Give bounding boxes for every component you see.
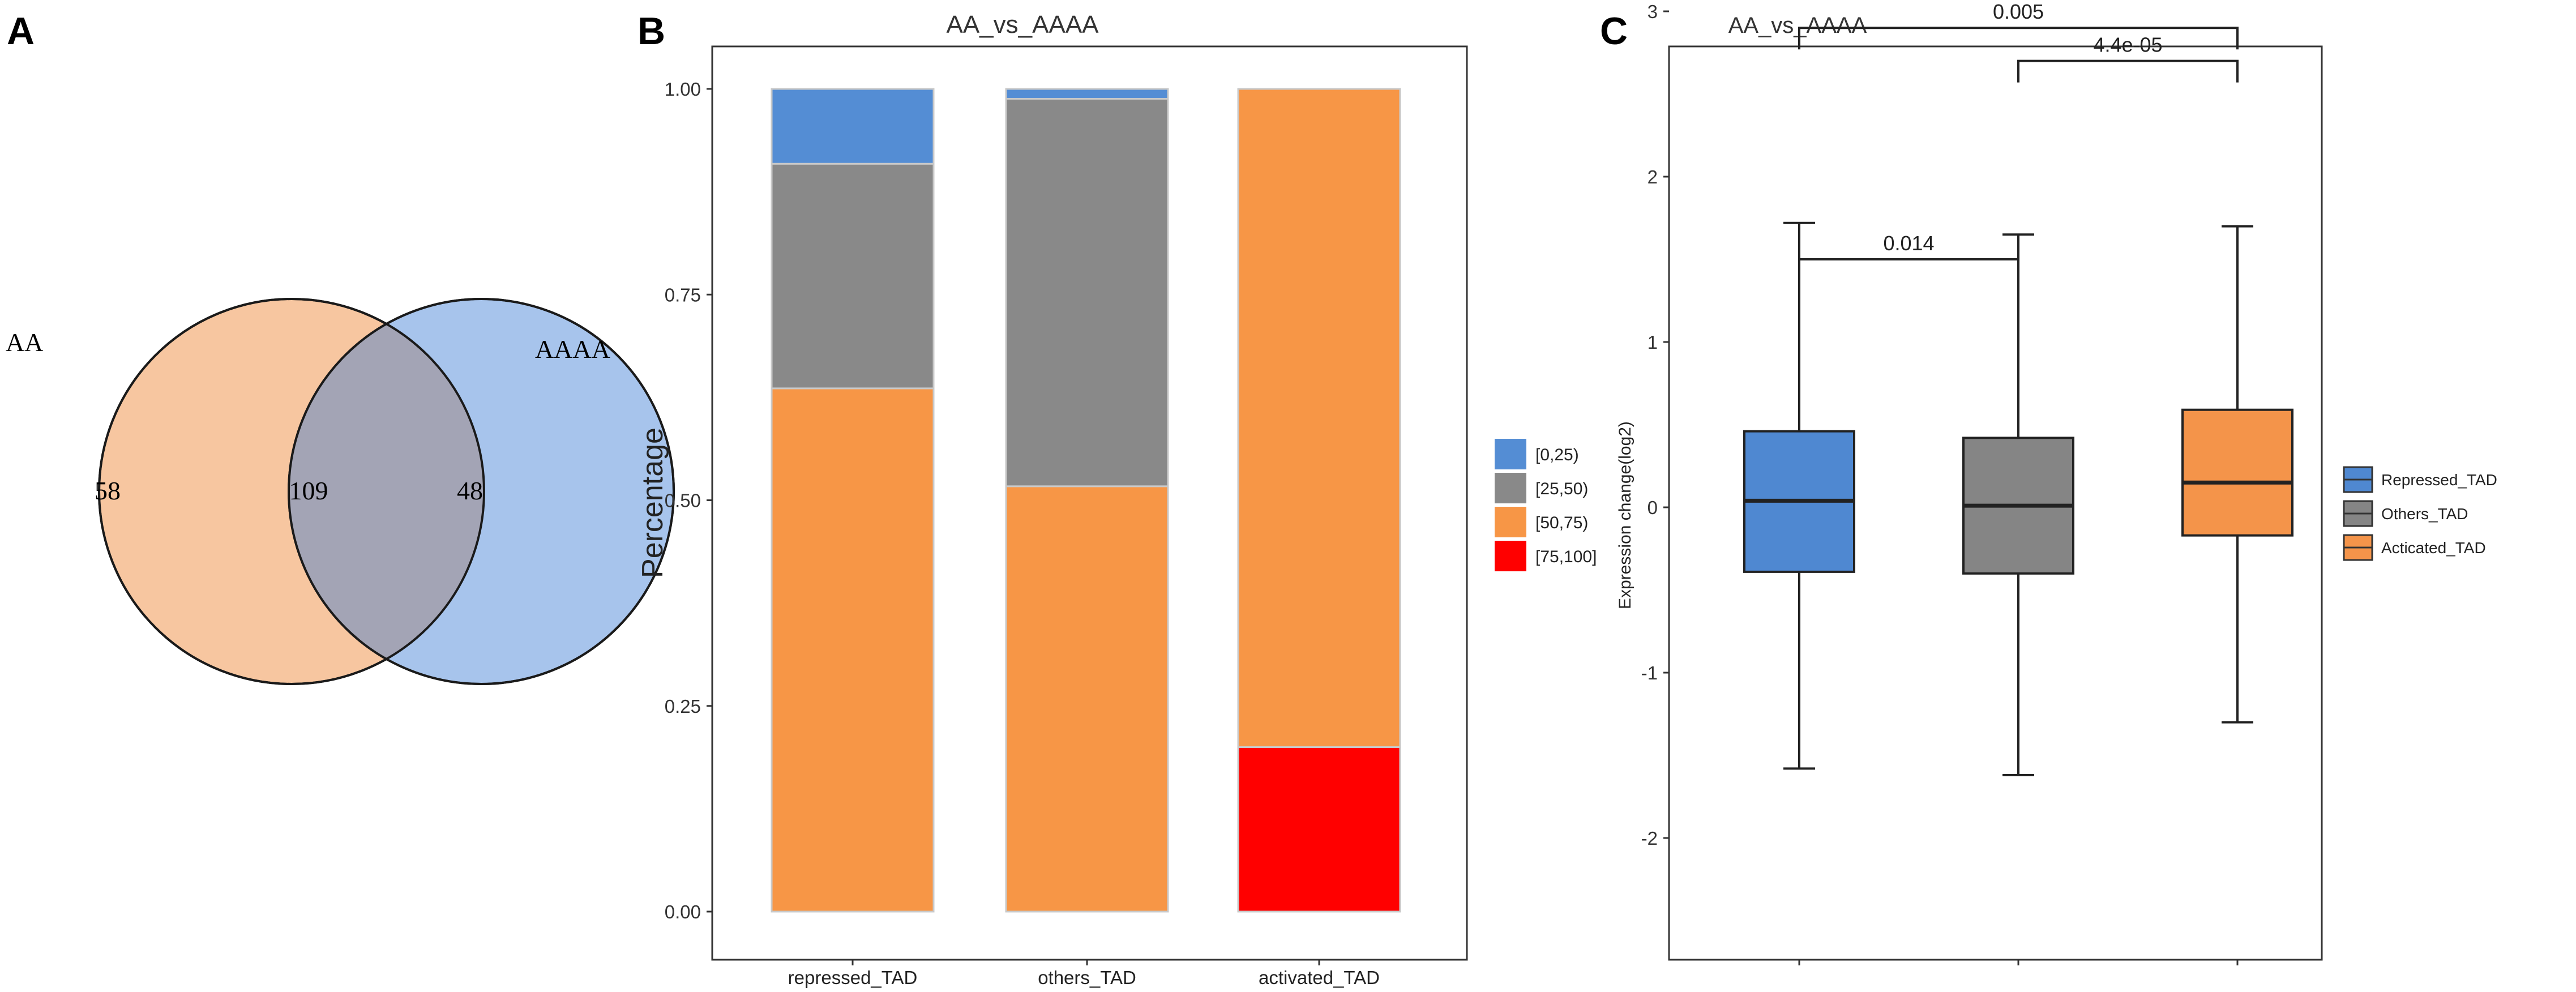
bar-legend-label-50-75: [50,75) xyxy=(1535,514,1588,532)
box-legend: Repressed_TAD Others_TAD Acticated_TAD xyxy=(2343,466,2497,561)
bar-x-axis: repressed_TAD others_TAD activated_TAD xyxy=(788,960,1380,988)
bar-x-label-repressed-tad: repressed_TAD xyxy=(788,967,918,988)
box-marks xyxy=(1743,221,2293,777)
bar-y-tick-label: 0.25 xyxy=(665,696,701,717)
bar-segment-others-tad-50-75 xyxy=(1005,485,1169,913)
bar-y-tick-label: 1.00 xyxy=(665,79,701,100)
venn-overlap-region xyxy=(289,299,484,684)
bar-segment-others-tad-0-25 xyxy=(1005,88,1169,100)
bar-y-tick-label: 0.00 xyxy=(665,901,701,922)
box-y-tick-label: 2 xyxy=(1648,166,1658,187)
box-chart-title: AA_vs_AAAA xyxy=(1728,13,1867,38)
panel-letter-b: B xyxy=(637,10,665,53)
venn-count-aaaa-only: 48 xyxy=(457,476,483,505)
bracket-0-1 xyxy=(1798,258,2019,281)
box-legend-acticated-tad-label: Acticated_TAD xyxy=(2381,539,2486,557)
box-y-tick-label: -1 xyxy=(1641,662,1658,683)
bar-legend-label-75-100: [75,100] xyxy=(1535,548,1597,566)
bar-legend-swatch-75-100 xyxy=(1495,541,1526,571)
bar-x-label-others-tad: others_TAD xyxy=(1038,967,1136,988)
bar-segment-activated-tad-50-75 xyxy=(1237,88,1401,748)
bracket-0-2 xyxy=(1798,27,2239,50)
bracket-label-1-2: 4.4e-05 xyxy=(2093,33,2162,57)
venn-diagram: AA AAAA 58 109 48 xyxy=(6,298,675,685)
venn-count-overlap: 109 xyxy=(289,476,328,505)
bracket-label-0-1: 0.014 xyxy=(1883,232,1934,255)
bar-chart-title: AA_vs_AAAA xyxy=(946,11,1099,39)
bar-segment-others-tad-25-50 xyxy=(1005,97,1169,488)
bar-segment-activated-tad-75-100 xyxy=(1237,746,1401,913)
box-legend-repressed-tad-label: Repressed_TAD xyxy=(2381,471,2497,489)
bar-legend-swatch-50-75 xyxy=(1495,507,1526,537)
bar-y-axis: 0.00 0.25 0.50 0.75 1.00 xyxy=(665,79,712,922)
box-x-axis xyxy=(1798,960,2239,965)
box-y-tick-label: 3 xyxy=(1648,1,1658,22)
box-y-tick-label: 1 xyxy=(1648,332,1658,353)
box-y-tick-label: 0 xyxy=(1648,497,1658,518)
bar-y-tick-label: 0.50 xyxy=(665,490,701,511)
box-y-axis-label: Expression change(log2) xyxy=(1616,421,1634,609)
bar-segment-repressed-tad-0-25 xyxy=(771,88,935,165)
box-y-axis: -2 -1 0 1 2 3 xyxy=(1641,1,1669,849)
bar-legend-swatch-25-50 xyxy=(1495,473,1526,503)
box-y-tick-label: -2 xyxy=(1641,828,1658,849)
bar-x-label-activated-tad: activated_TAD xyxy=(1259,967,1380,988)
box-acticated-tad-iqr xyxy=(2181,408,2293,537)
significance-brackets: 0.014 4.4e-05 0.005 xyxy=(1798,0,2239,281)
venn-label-aaaa: AAAA xyxy=(535,335,610,364)
venn-label-aa: AA xyxy=(6,328,43,357)
box-plot-chart: AA_vs_AAAA Expression change(log2) -2 -1 0… xyxy=(1616,0,2497,965)
bar-y-axis-label: Percentage xyxy=(636,427,669,578)
bar-legend-label-25-50: [25,50) xyxy=(1535,480,1588,498)
bracket-1-2 xyxy=(2017,59,2239,83)
bar-segment-repressed-tad-50-75 xyxy=(771,387,935,913)
box-legend-others-tad-label: Others_TAD xyxy=(2381,505,2468,523)
venn-count-aa-only: 58 xyxy=(95,476,121,505)
bar-marks xyxy=(771,88,1401,913)
stacked-bar-chart: AA_vs_AAAA Percentage 0.00 0.25 0.50 0.75 1.… xyxy=(636,11,1597,988)
panel-letter-c: C xyxy=(1600,10,1628,53)
bar-legend: [0,25) [25,50) [50,75) [75,100] xyxy=(1495,439,1597,571)
bar-y-tick-label: 0.75 xyxy=(665,284,701,305)
bracket-label-0-2: 0.005 xyxy=(1993,0,2044,23)
panel-letter-a: A xyxy=(7,10,35,53)
bar-segment-repressed-tad-25-50 xyxy=(771,163,935,390)
bar-legend-swatch-0-25 xyxy=(1495,439,1526,469)
bar-legend-label-0-25: [0,25) xyxy=(1535,446,1579,464)
